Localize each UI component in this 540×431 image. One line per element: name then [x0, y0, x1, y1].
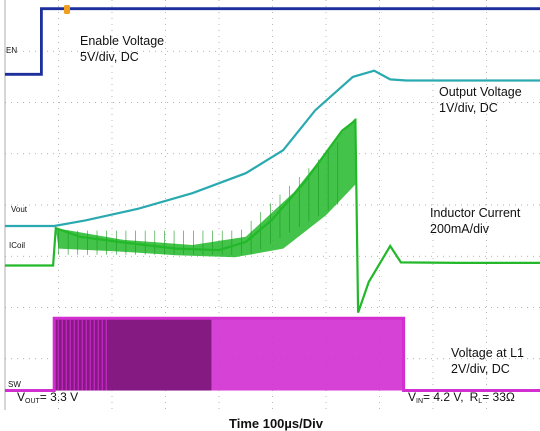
channel-marker-sw: SW: [8, 380, 21, 389]
x-axis-label: Time 100µs/Div: [229, 416, 324, 431]
enable-voltage-scale: 5V/div, DC: [80, 50, 139, 64]
channel-marker-vout: Vout: [11, 205, 28, 214]
inductor-ripple-band: [55, 117, 356, 258]
voltage-at-l1-label: Voltage at L1: [451, 346, 524, 360]
vout-subscript: OUT: [25, 398, 41, 405]
rl-symbol: R: [470, 390, 479, 404]
inductor-current-scale: 200mA/div: [430, 222, 490, 236]
vin-rl-condition: VIN= 4.2 V, RL= 33Ω: [408, 390, 515, 405]
channel-marker-icoil: ICoil: [9, 241, 25, 250]
waveform-traces: [5, 7, 540, 392]
graticule: [4, 0, 540, 410]
output-voltage-scale: 1V/div, DC: [439, 101, 498, 115]
vout-symbol: V: [17, 390, 25, 404]
rl-subscript: L: [478, 398, 482, 405]
output-voltage-label: Output Voltage: [439, 85, 522, 99]
inductor-current-label: Inductor Current: [430, 206, 521, 220]
trigger-flag: [64, 5, 70, 14]
trigger-marker: [64, 5, 70, 14]
enable-voltage-label: Enable Voltage: [80, 34, 164, 48]
trace-inductor-current: [5, 118, 540, 313]
voltage-at-l1-scale: 2V/div, DC: [451, 362, 510, 376]
trace-enable-voltage: [5, 7, 540, 76]
trace-output-voltage: [5, 69, 540, 228]
vin-subscript: IN: [416, 398, 423, 405]
channel-marker-en: EN: [6, 46, 17, 55]
vin-symbol: V: [408, 390, 416, 404]
rl-value: = 33Ω: [482, 390, 515, 404]
vin-value: = 4.2 V,: [423, 390, 464, 404]
sw-dense-region: [54, 318, 212, 391]
vout-condition: VOUT= 3.3 V: [17, 390, 78, 405]
trace-voltage-at-l1: [5, 316, 540, 392]
vout-value: = 3.3 V: [40, 390, 78, 404]
